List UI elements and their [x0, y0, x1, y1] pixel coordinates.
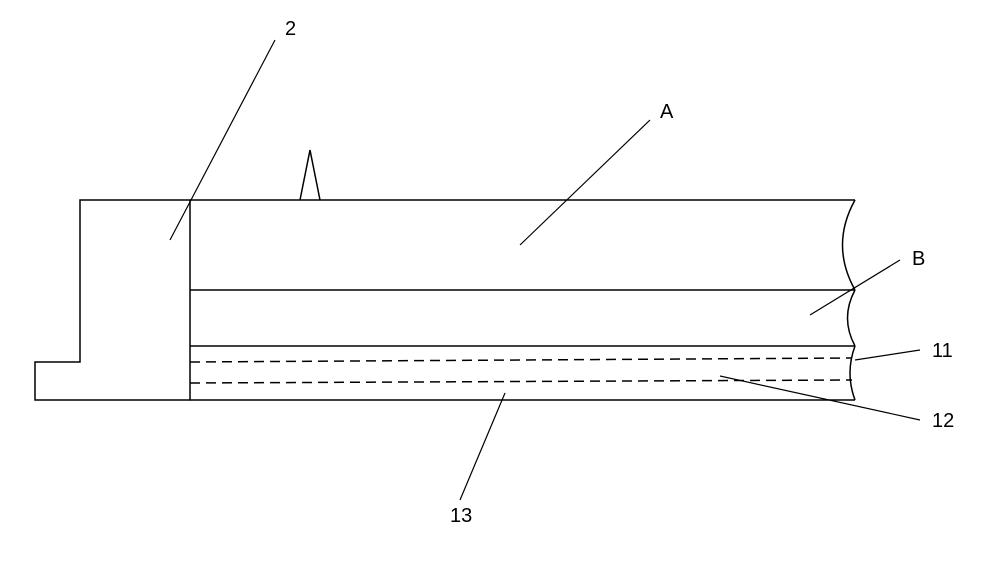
label-A: A [660, 101, 674, 123]
dashed-line-lower [190, 380, 852, 383]
label-B: B [912, 248, 925, 270]
label-13: 13 [450, 505, 472, 527]
leader-13 [460, 393, 505, 500]
left-block-outline [35, 200, 190, 400]
body-right-break-arc-bottom [850, 346, 855, 400]
leader-11 [855, 350, 920, 360]
label-12: 12 [932, 410, 954, 432]
main-body [190, 200, 855, 400]
leader-A [520, 120, 650, 245]
spike [300, 150, 320, 200]
dashed-line-upper [190, 358, 852, 362]
technical-diagram: 2 A B 11 12 13 [0, 0, 1000, 567]
leader-B [810, 260, 900, 315]
body-right-break-arc-mid [848, 290, 856, 346]
body-right-break-arc-top [843, 200, 856, 290]
label-2: 2 [285, 18, 296, 40]
label-11: 11 [932, 340, 953, 362]
left-block [35, 200, 190, 400]
leader-12 [720, 376, 920, 420]
leader-2 [170, 40, 275, 240]
